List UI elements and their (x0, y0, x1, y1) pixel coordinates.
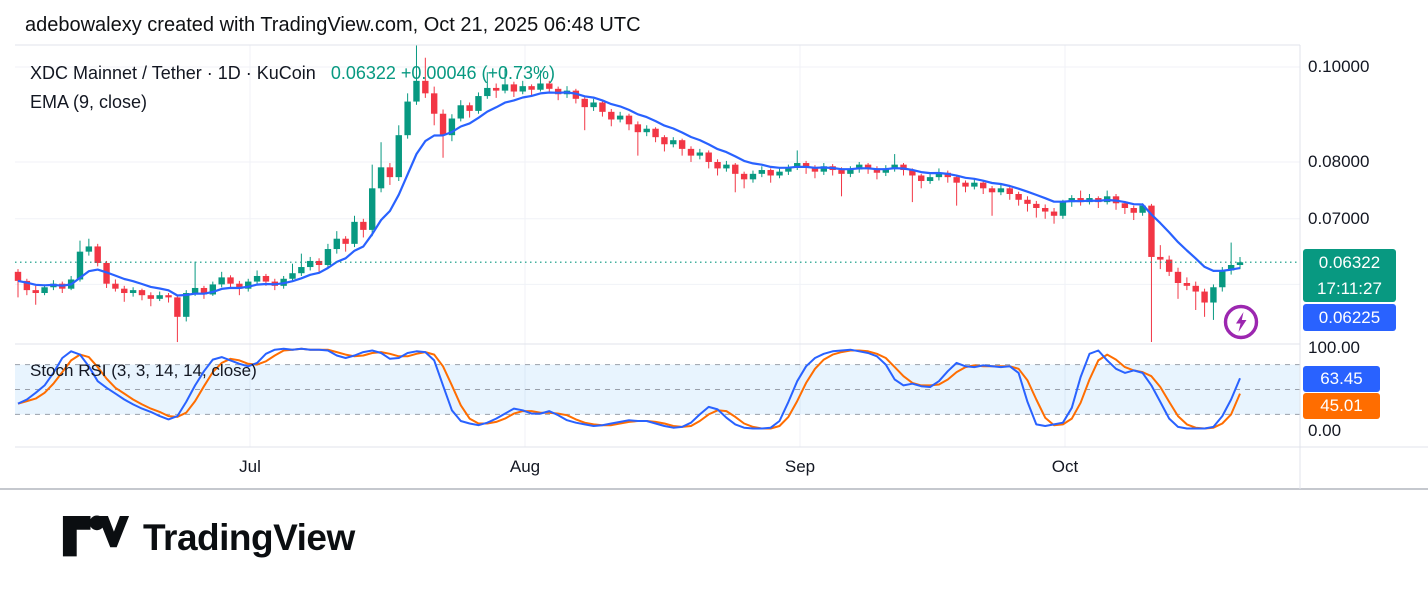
stoch-d-badge: 45.01 (1303, 393, 1380, 419)
stoch-axis-label: 0.00 (1308, 421, 1342, 440)
ema-value-badge: 0.06225 (1303, 304, 1396, 331)
last-price-badge: 0.06322 17:11:27 (1303, 249, 1396, 302)
stoch-rsi-legend[interactable]: Stoch RSI (3, 3, 14, 14, close) (30, 361, 257, 380)
tradingview-logo-icon (62, 515, 130, 557)
time-axis-label-sep: Sep (784, 457, 816, 476)
legend-change-pct: (+0.73%) (481, 63, 556, 83)
attribution-header: adebowalexy created with TradingView.com… (25, 14, 641, 36)
legend-change: +0.00046 (400, 63, 477, 83)
time-axis-label-aug: Aug (509, 457, 541, 476)
time-axis-label-oct: Oct (1051, 457, 1079, 476)
bar-countdown: 17:11:27 (1317, 278, 1382, 298)
tradingview-logo[interactable]: TradingView (62, 514, 355, 562)
symbol-title[interactable]: XDC Mainnet / Tether · 1D · KuCoin (30, 63, 316, 83)
price-axis-label: 0.10000 (1308, 57, 1370, 76)
price-axis-label: 0.07000 (1308, 208, 1370, 228)
price-axis-label: 0.08000 (1308, 151, 1370, 171)
tradingview-logo-text: TradingView (143, 517, 355, 558)
ema-legend[interactable]: EMA (9, close) (30, 92, 148, 112)
flash-icon[interactable] (1222, 303, 1260, 341)
stoch-k-badge: 63.45 (1303, 366, 1380, 392)
stoch-axis-label: 100.00 (1308, 338, 1360, 357)
symbol-legend: XDC Mainnet / Tether · 1D · KuCoin 0.063… (30, 59, 555, 117)
last-price-badge-value: 0.06322 (1318, 252, 1381, 272)
legend-row-symbol: XDC Mainnet / Tether · 1D · KuCoin 0.063… (30, 59, 555, 88)
legend-last-price: 0.06322 (330, 63, 396, 83)
time-axis-label-jul: Jul (239, 457, 261, 476)
